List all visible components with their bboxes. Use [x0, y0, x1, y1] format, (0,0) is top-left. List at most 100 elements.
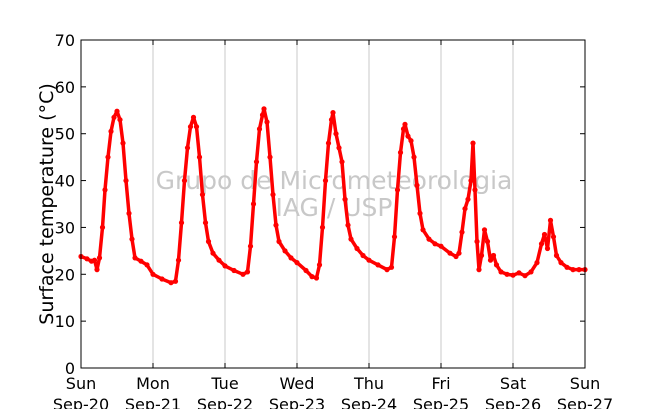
- data-point: [108, 128, 114, 134]
- y-tick-label: 70: [55, 31, 75, 50]
- data-point: [178, 220, 185, 226]
- watermark-line-1: Grupo de Micrometeorologia: [156, 166, 513, 195]
- data-point: [231, 267, 237, 274]
- data-point: [339, 159, 345, 165]
- data-point: [240, 271, 246, 277]
- data-point: [414, 182, 420, 188]
- data-point: [336, 145, 342, 151]
- data-point: [202, 220, 209, 226]
- data-point: [550, 234, 557, 240]
- data-point: [534, 260, 540, 266]
- data-point: [199, 192, 206, 198]
- x-tick-label-date: Sep-25: [413, 395, 469, 409]
- data-point: [522, 273, 528, 279]
- data-point: [123, 178, 129, 184]
- data-point: [316, 262, 323, 268]
- data-point: [222, 263, 228, 269]
- data-point: [438, 243, 444, 249]
- data-point: [384, 267, 390, 273]
- data-point: [564, 264, 570, 270]
- data-point: [504, 271, 510, 277]
- data-point: [474, 238, 480, 245]
- y-axis-tick-labels: 0 10 20 30 40 50 60 70: [55, 31, 75, 378]
- data-point: [388, 264, 395, 270]
- y-tick-label: 20: [55, 265, 75, 284]
- x-tick-label-day: Wed: [280, 374, 315, 393]
- data-point: [468, 178, 474, 184]
- y-tick-label: 0: [65, 359, 75, 378]
- data-point: [276, 238, 282, 245]
- data-point: [288, 255, 294, 261]
- x-tick-label-date: Sep-22: [197, 395, 253, 409]
- data-point: [553, 252, 560, 259]
- data-point: [187, 124, 194, 130]
- data-point: [360, 252, 366, 259]
- x-tick-label-day: Thu: [353, 374, 384, 393]
- data-point: [261, 106, 267, 112]
- data-point: [303, 267, 309, 274]
- data-point: [456, 250, 462, 256]
- data-point: [447, 250, 453, 256]
- x-tick-label-date: Sep-24: [341, 395, 397, 409]
- x-tick-label-date: Sep-21: [125, 395, 181, 409]
- y-tick-label: 10: [55, 312, 75, 331]
- data-point: [345, 222, 351, 228]
- data-point: [570, 267, 576, 273]
- data-point: [132, 255, 138, 261]
- data-point: [253, 159, 260, 165]
- data-point: [181, 178, 188, 184]
- data-point: [175, 257, 182, 263]
- data-point: [432, 241, 438, 247]
- data-point: [190, 114, 197, 120]
- data-point: [328, 117, 335, 123]
- data-point: [576, 267, 582, 273]
- data-point: [426, 236, 432, 242]
- data-point: [411, 154, 417, 160]
- x-axis-tick-labels: Sun Sep-20 Mon Sep-21 Tue Sep-22 Wed Sep-23 Thu S…: [53, 374, 613, 409]
- data-point: [159, 276, 165, 282]
- data-point: [102, 187, 108, 193]
- data-point: [205, 238, 212, 245]
- data-point: [397, 149, 404, 156]
- data-point: [259, 112, 266, 118]
- data-point: [558, 260, 564, 266]
- data-point: [210, 250, 216, 256]
- data-point: [322, 178, 329, 184]
- data-point: [250, 201, 257, 207]
- x-tick-label-day: Fri: [431, 374, 450, 393]
- data-point: [348, 236, 354, 242]
- x-tick-label-day: Mon: [136, 374, 170, 393]
- data-point: [126, 210, 132, 216]
- data-point: [408, 138, 414, 144]
- data-point: [465, 196, 471, 202]
- data-point: [267, 154, 273, 160]
- data-point: [547, 217, 554, 223]
- data-point: [244, 269, 251, 275]
- data-point: [405, 133, 411, 139]
- data-point: [216, 257, 222, 263]
- data-point: [478, 252, 485, 259]
- data-point: [538, 241, 545, 247]
- y-tick-label: 60: [55, 78, 75, 97]
- data-point: [144, 262, 150, 268]
- data-point: [391, 234, 398, 240]
- series-temperature: [78, 106, 588, 286]
- watermark-line-2: IAG / USP: [276, 193, 393, 222]
- x-tick-label-date: Sep-27: [557, 395, 613, 409]
- data-point: [184, 145, 191, 151]
- data-point: [490, 252, 497, 259]
- data-point: [196, 154, 203, 160]
- data-point: [319, 224, 326, 230]
- data-point: [282, 248, 288, 254]
- data-point: [476, 267, 482, 273]
- data-point: [544, 245, 551, 252]
- data-point: [402, 121, 408, 127]
- data-point: [528, 269, 534, 275]
- data-point: [472, 187, 478, 193]
- data-point: [325, 140, 332, 146]
- data-point: [172, 278, 179, 284]
- data-point: [94, 267, 100, 273]
- data-point: [487, 257, 494, 263]
- data-point: [481, 227, 488, 233]
